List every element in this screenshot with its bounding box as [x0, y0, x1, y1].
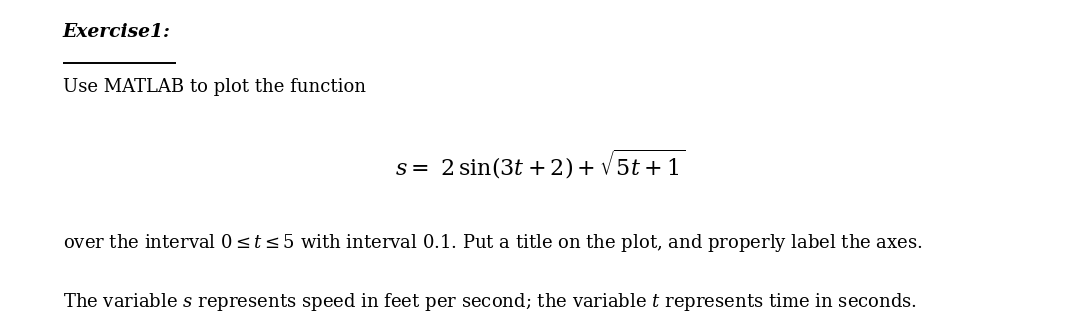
Text: The variable $s$ represents speed in feet per second; the variable $t$ represent: The variable $s$ represents speed in fee…: [63, 291, 917, 313]
Text: Use MATLAB to plot the function: Use MATLAB to plot the function: [63, 78, 366, 96]
Text: Exercise1:: Exercise1:: [63, 23, 171, 41]
Text: $s = \ 2\,\sin(3t + 2) + \sqrt{5t + 1}$: $s = \ 2\,\sin(3t + 2) + \sqrt{5t + 1}$: [395, 148, 685, 181]
Text: over the interval $0 \leq t \leq 5$ with interval 0.1. Put a title on the plot, : over the interval $0 \leq t \leq 5$ with…: [63, 232, 922, 254]
